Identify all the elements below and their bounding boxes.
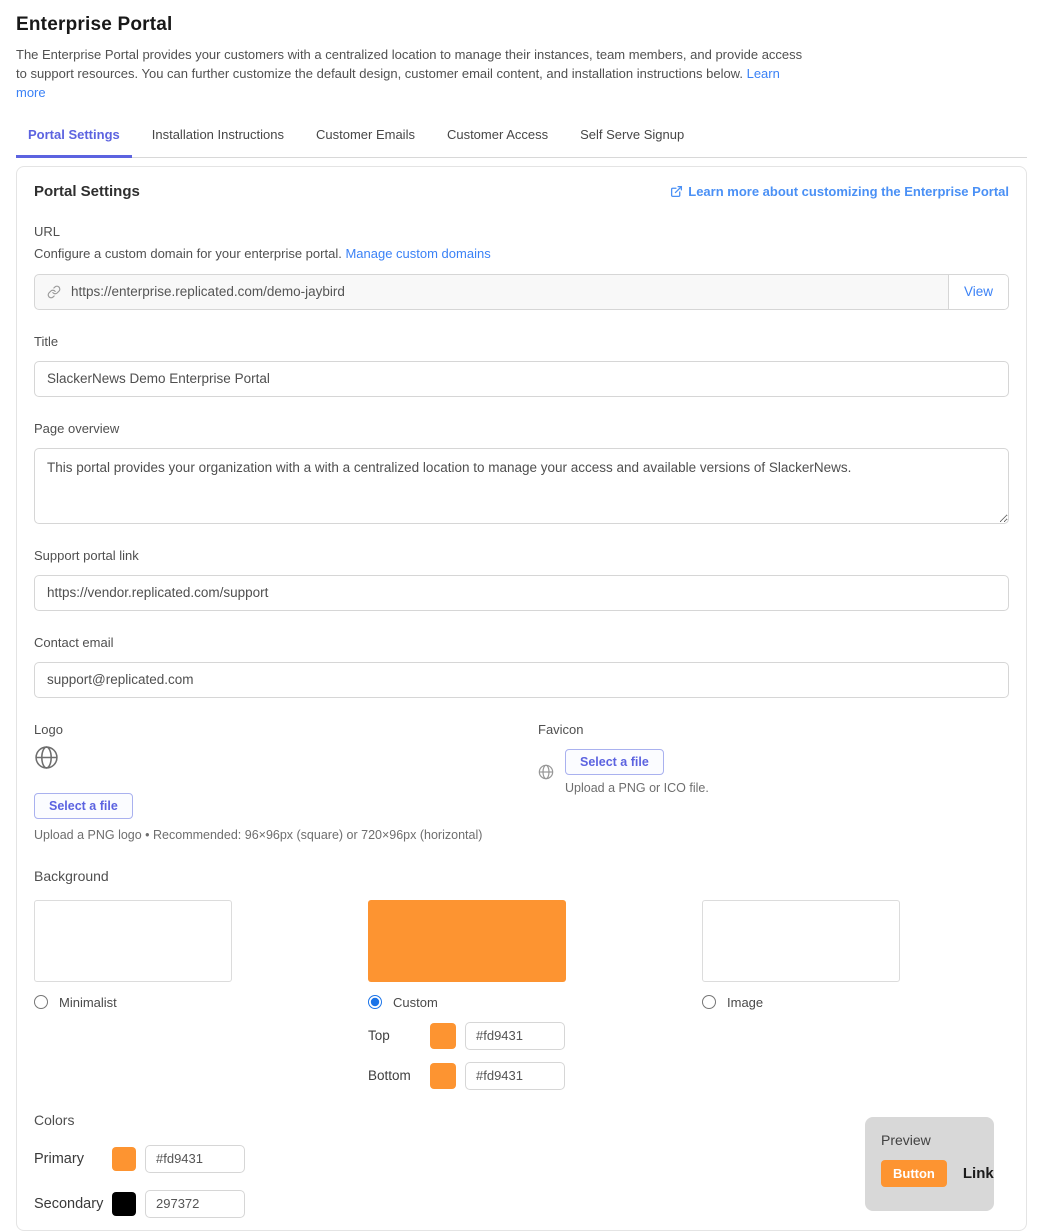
url-help-text: Configure a custom domain for your enter… — [34, 245, 342, 261]
logo-help-text: Upload a PNG logo • Recommended: 96×96px… — [34, 827, 483, 842]
support-portal-link-label: Support portal link — [34, 547, 139, 563]
primary-color-label: Primary — [34, 1150, 84, 1167]
minimalist-radio-label: Minimalist — [59, 994, 117, 1010]
page-description: The Enterprise Portal provides your cust… — [16, 46, 808, 103]
page-description-text: The Enterprise Portal provides your cust… — [16, 47, 803, 81]
secondary-color-input[interactable] — [145, 1189, 245, 1218]
colors-section: Colors Primary Secondary Preview Button … — [34, 1112, 1009, 1222]
customize-docs-link[interactable]: Learn more about customizing the Enterpr… — [670, 184, 1009, 199]
contact-email-label: Contact email — [34, 634, 114, 650]
bottom-color-swatch[interactable] — [430, 1062, 456, 1089]
minimalist-radio-row[interactable]: Minimalist — [34, 995, 232, 1010]
bottom-color-label: Bottom — [368, 1068, 411, 1084]
url-help: Configure a custom domain for your enter… — [34, 246, 1009, 261]
bottom-color-input[interactable] — [465, 1061, 565, 1090]
primary-color-swatch[interactable] — [112, 1146, 136, 1171]
url-label: URL — [34, 223, 61, 239]
theme-preview-box: Preview Button Link — [865, 1116, 994, 1211]
top-color-label: Top — [368, 1028, 390, 1044]
preview-title: Preview — [881, 1131, 931, 1148]
custom-radio[interactable] — [368, 995, 382, 1010]
card-header: Portal Settings Learn more about customi… — [34, 183, 1009, 200]
page-overview-textarea[interactable]: This portal provides your organization w… — [34, 447, 1009, 524]
page-overview-label: Page overview — [34, 420, 120, 436]
minimalist-preview-box[interactable] — [34, 899, 232, 982]
secondary-color-row: Secondary — [34, 1189, 1009, 1218]
background-label: Background — [34, 867, 109, 884]
tab-bar: Portal Settings Installation Instruction… — [16, 121, 1027, 158]
secondary-color-swatch[interactable] — [112, 1191, 136, 1216]
minimalist-radio[interactable] — [34, 995, 48, 1010]
favicon-section: Favicon Select a file Upload a PNG or IC… — [538, 698, 709, 842]
tab-customer-access[interactable]: Customer Access — [446, 126, 549, 142]
background-top-color-row: Top — [368, 1021, 566, 1050]
colors-label: Colors — [34, 1111, 75, 1128]
custom-radio-row[interactable]: Custom — [368, 995, 566, 1010]
tab-self-serve-signup[interactable]: Self Serve Signup — [580, 126, 685, 142]
globe-icon — [35, 745, 58, 769]
favicon-help-text: Upload a PNG or ICO file. — [565, 780, 709, 795]
page-title: Enterprise Portal — [16, 14, 173, 35]
tab-portal-settings[interactable]: Portal Settings — [16, 121, 132, 158]
background-options-row: Minimalist Custom Top Bottom — [34, 899, 1009, 1090]
top-color-swatch[interactable] — [430, 1022, 456, 1049]
top-color-input[interactable] — [465, 1021, 565, 1050]
favicon-select-file-button[interactable]: Select a file — [565, 748, 664, 775]
contact-email-input[interactable] — [34, 661, 1009, 698]
custom-radio-label: Custom — [393, 994, 438, 1010]
globe-icon-small — [538, 764, 554, 779]
favicon-label: Favicon — [538, 721, 584, 737]
support-portal-link-input[interactable] — [34, 574, 1009, 611]
customize-docs-link-label: Learn more about customizing the Enterpr… — [688, 183, 1009, 199]
view-button[interactable]: View — [948, 274, 1008, 309]
image-radio-label: Image — [727, 994, 764, 1010]
title-label: Title — [34, 333, 59, 349]
enterprise-portal-page: Enterprise Portal The Enterprise Portal … — [0, 14, 1043, 1231]
preview-button: Button — [881, 1159, 947, 1187]
title-input[interactable] — [34, 360, 1009, 397]
custom-preview-box[interactable] — [368, 899, 566, 982]
tab-customer-emails[interactable]: Customer Emails — [315, 126, 415, 142]
background-option-minimalist: Minimalist — [34, 899, 232, 1090]
manage-custom-domains-link[interactable]: Manage custom domains — [345, 245, 491, 261]
link-icon — [35, 275, 61, 309]
portal-settings-card: Portal Settings Learn more about customi… — [16, 165, 1027, 1231]
learn-more-link[interactable]: Learn more — [16, 65, 780, 100]
tab-installation-instructions[interactable]: Installation Instructions — [151, 126, 284, 142]
logo-section: Logo Select a file Upload a PNG logo • R… — [34, 698, 538, 842]
image-radio-row[interactable]: Image — [702, 995, 900, 1010]
background-bottom-color-row: Bottom — [368, 1061, 566, 1090]
background-option-custom: Custom Top Bottom — [368, 899, 566, 1090]
external-link-icon — [670, 185, 683, 198]
logo-select-file-button[interactable]: Select a file — [34, 792, 133, 819]
secondary-color-label: Secondary — [34, 1195, 104, 1212]
portal-url-group: View — [34, 273, 1009, 310]
logo-favicon-row: Logo Select a file Upload a PNG logo • R… — [34, 698, 1009, 842]
image-preview-box[interactable] — [702, 899, 900, 982]
logo-label: Logo — [34, 721, 63, 737]
preview-link: Link — [962, 1164, 994, 1182]
background-option-image: Image — [702, 899, 900, 1090]
portal-url-input[interactable] — [61, 274, 948, 309]
image-radio[interactable] — [702, 995, 716, 1010]
card-title: Portal Settings — [34, 182, 140, 200]
